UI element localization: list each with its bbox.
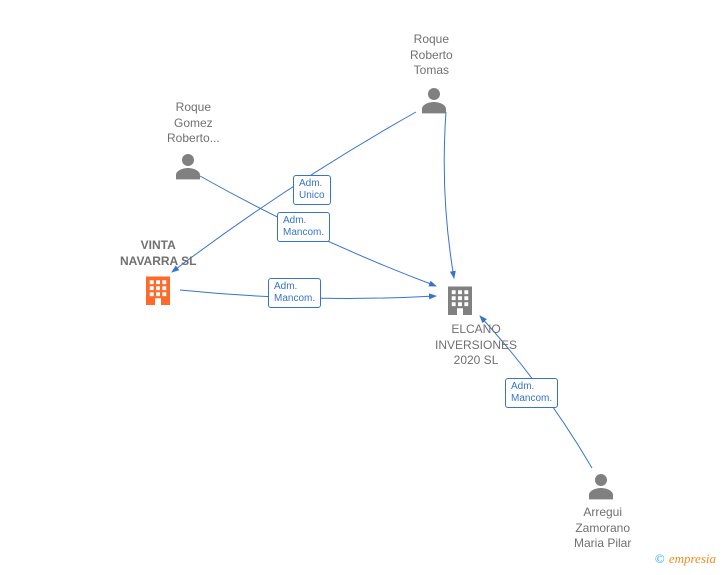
diagram-canvas: Roque Gomez Roberto... Roque Roberto Tom… <box>0 0 728 575</box>
copyright-symbol: © <box>655 551 665 566</box>
edge <box>444 112 454 278</box>
node-label: VINTA NAVARRA SL <box>120 238 196 269</box>
watermark: © empresia <box>655 551 716 567</box>
person-icon[interactable] <box>172 150 204 187</box>
person-icon[interactable] <box>418 84 450 121</box>
person-icon[interactable] <box>585 470 617 507</box>
node-label: ELCANO INVERSIONES 2020 SL <box>435 322 517 369</box>
edge-label: Adm. Mancom. <box>268 278 321 308</box>
building-icon[interactable] <box>442 282 478 323</box>
edge-label: Adm. Unico <box>293 175 331 205</box>
node-label: Roque Gomez Roberto... <box>167 100 220 147</box>
edges-layer <box>0 0 728 575</box>
edge-label: Adm. Mancom. <box>505 378 558 408</box>
node-label: Arregui Zamorano Maria Pilar <box>574 505 631 552</box>
brand-name: empresia <box>669 551 716 566</box>
node-label: Roque Roberto Tomas <box>410 32 453 79</box>
building-icon[interactable] <box>140 272 176 313</box>
edge-label: Adm. Mancom. <box>277 212 330 242</box>
